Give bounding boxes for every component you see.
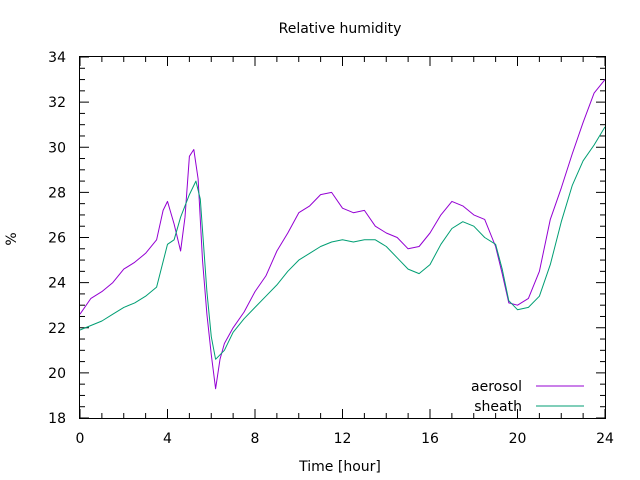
chart-title: Relative humidity	[279, 21, 402, 37]
x-tick-label: 24	[596, 431, 614, 447]
y-tick-label: 24	[48, 276, 66, 292]
y-tick-label: 22	[48, 321, 66, 337]
series-line-sheath	[79, 126, 606, 360]
y-tick-label: 28	[48, 185, 66, 201]
x-tick-label: 4	[163, 431, 172, 447]
plot-frame	[79, 56, 606, 419]
x-tick-label: 8	[251, 431, 260, 447]
legend-label-sheath: sheath	[474, 399, 522, 415]
x-tick-label: 16	[421, 431, 439, 447]
y-tick-label: 20	[48, 366, 66, 382]
x-axis-label: Time [hour]	[298, 459, 381, 475]
x-tick-label: 0	[76, 431, 85, 447]
y-tick-label: 34	[48, 50, 66, 66]
y-tick-label: 32	[48, 95, 66, 111]
y-tick-label: 26	[48, 231, 66, 247]
y-axis-label: %	[4, 232, 20, 245]
x-tick-label: 12	[334, 431, 352, 447]
x-tick-label: 20	[509, 431, 527, 447]
series-line-aerosol	[79, 79, 606, 390]
legend: aerosol sheath	[471, 379, 584, 415]
y-tick-label: 18	[48, 411, 66, 427]
legend-label-aerosol: aerosol	[471, 379, 522, 395]
y-tick-label: 30	[48, 140, 66, 156]
